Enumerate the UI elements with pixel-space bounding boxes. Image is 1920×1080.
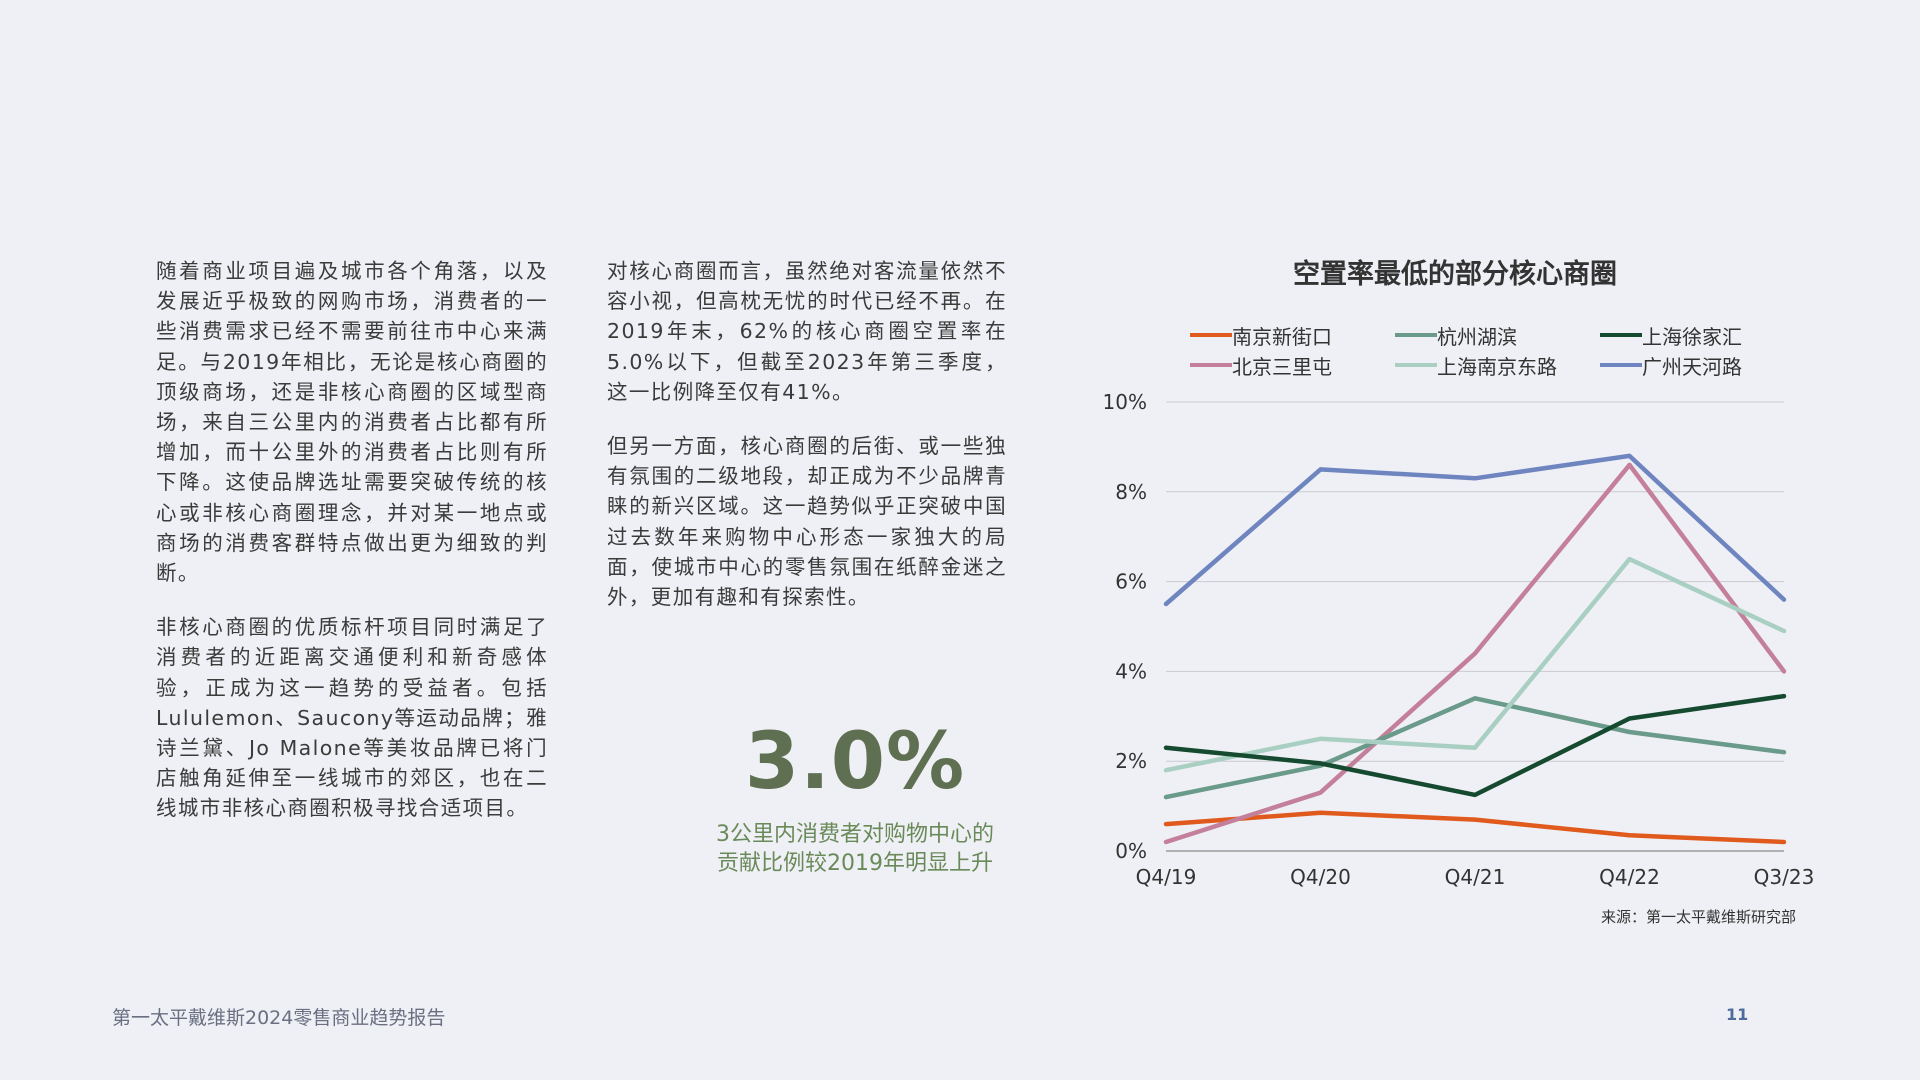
legend-item: 杭州湖滨 [1395, 320, 1517, 350]
footer-report-title: 第一太平戴维斯2024零售商业趋势报告 [112, 1007, 446, 1029]
legend-item: 广州天河路 [1600, 350, 1742, 380]
x-tick-label: Q3/23 [1754, 865, 1815, 889]
highlight-stat-value: 3.0% [744, 717, 966, 807]
legend-swatch [1395, 363, 1437, 367]
legend-label: 南京新街口 [1232, 324, 1332, 349]
series-line [1163, 453, 1787, 607]
legend-item: 北京三里屯 [1190, 350, 1332, 380]
x-tick-label: Q4/19 [1136, 865, 1197, 889]
series-line [1163, 556, 1787, 773]
x-tick-label: Q4/22 [1599, 865, 1660, 889]
legend-swatch [1600, 333, 1642, 337]
legend-swatch [1190, 333, 1232, 337]
chart-source: 来源：第一太平戴维斯研究部 [1600, 908, 1796, 926]
legend-item: 上海徐家汇 [1600, 320, 1742, 350]
legend-swatch [1600, 363, 1642, 367]
legend-label: 北京三里屯 [1232, 354, 1332, 379]
y-tick-label: 8% [1115, 480, 1147, 504]
highlight-stat-caption: 3公里内消费者对购物中心的贡献比例较2019年明显上升 [716, 822, 994, 876]
left-paragraph-2: 非核心商圈的优质标杆项目同时满足了消费者的近距离交通便利和新奇感体验，正成为这一… [156, 615, 548, 821]
middle-text-column: 对核心商圈而言，虽然绝对客流量依然不容小视，但高枕无忧的时代已经不再。在2019… [607, 256, 1007, 636]
left-paragraph-1: 随着商业项目遍及城市各个角落，以及发展近乎极致的网购市场，消费者的一些消费需求已… [156, 259, 548, 586]
middle-paragraph-2: 但另一方面，核心商圈的后街、或一些独有氛围的二级地段，却正成为不少品牌青睐的新兴… [607, 434, 1007, 610]
legend-swatch [1190, 363, 1232, 367]
middle-paragraph-1: 对核心商圈而言，虽然绝对客流量依然不容小视，但高枕无忧的时代已经不再。在2019… [607, 259, 1007, 404]
y-tick-label: 10% [1103, 390, 1147, 414]
series-line [1163, 693, 1787, 798]
y-tick-label: 4% [1115, 659, 1147, 683]
series-line [1163, 696, 1787, 800]
legend-item: 南京新街口 [1190, 320, 1332, 350]
series-line [1163, 810, 1787, 845]
legend-label: 上海南京东路 [1437, 354, 1557, 379]
left-text-column: 随着商业项目遍及城市各个角落，以及发展近乎极致的网购市场，消费者的一些消费需求已… [156, 256, 548, 848]
legend-swatch [1395, 333, 1437, 337]
y-tick-label: 0% [1115, 839, 1147, 863]
y-tick-label: 2% [1115, 749, 1147, 773]
x-tick-label: Q4/21 [1445, 865, 1506, 889]
legend-label: 广州天河路 [1642, 354, 1742, 379]
chart-legend: 南京新街口北京三里屯 杭州湖滨上海南京东路 上海徐家汇广州天河路 [1190, 320, 1790, 380]
x-tick-label: Q4/20 [1290, 865, 1351, 889]
legend-label: 杭州湖滨 [1437, 324, 1517, 349]
page-number: 11 [1726, 1005, 1749, 1024]
y-tick-label: 6% [1115, 570, 1147, 594]
chart-title: 空置率最低的部分核心商圈 [1293, 259, 1617, 290]
legend-item: 上海南京东路 [1395, 350, 1557, 380]
series-line [1163, 462, 1787, 845]
legend-label: 上海徐家汇 [1642, 324, 1742, 349]
